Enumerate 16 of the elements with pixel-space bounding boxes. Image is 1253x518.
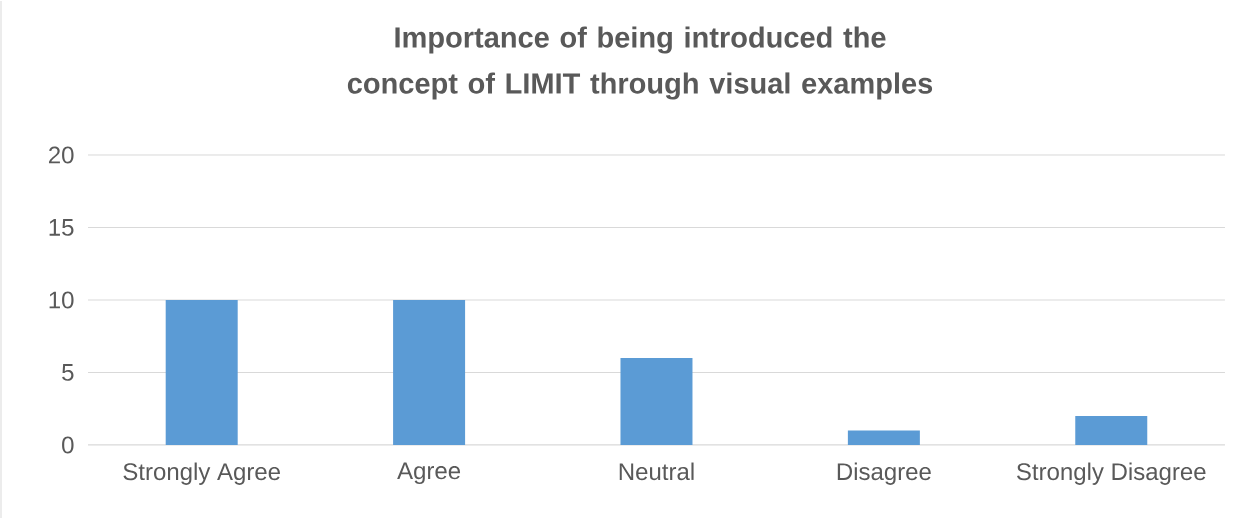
- bar: [393, 299, 466, 445]
- y-tick-label: 0: [62, 436, 74, 454]
- chart-title: Importance of being introduced the concept of LIMIT through visual examples: [347, 26, 933, 100]
- x-tick-label: Disagree: [837, 462, 931, 485]
- bar: [847, 430, 920, 445]
- y-tick-label: 5: [62, 363, 74, 381]
- y-tick-label: 10: [49, 291, 74, 309]
- x-tick-label: Strongly Agree: [123, 462, 280, 485]
- y-tick-label: 15: [49, 218, 74, 236]
- x-tick-label: Strongly Disagree: [1016, 462, 1206, 485]
- bar: [620, 357, 693, 445]
- y-tick-label: 20: [48, 146, 74, 164]
- x-tick-label: Neutral: [619, 462, 694, 480]
- x-tick-label: Agree: [397, 462, 461, 484]
- bar: [1075, 415, 1148, 445]
- bar: [165, 299, 238, 445]
